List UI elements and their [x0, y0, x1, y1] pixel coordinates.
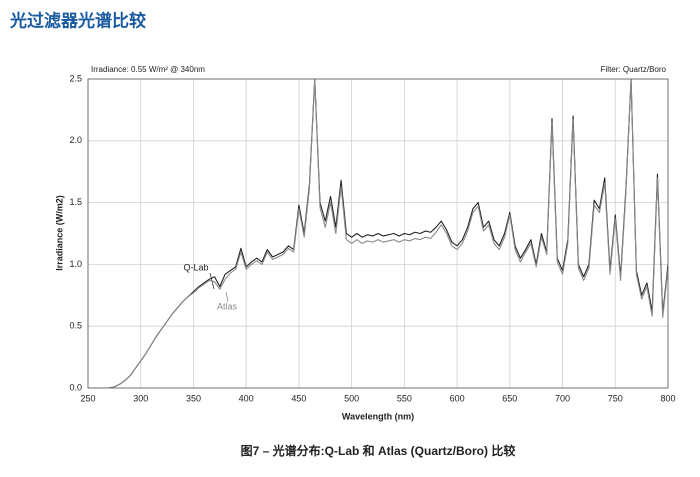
page-title: 光过滤器光谱比较 — [9, 10, 146, 30]
x-tick-label: 700 — [555, 393, 570, 403]
x-tick-label: 550 — [397, 393, 412, 403]
x-tick-label: 650 — [502, 393, 517, 403]
x-tick-label: 450 — [291, 393, 306, 403]
x-tick-label: 800 — [660, 393, 675, 403]
annotation: Irradiance: 0.55 W/m² @ 340nm — [91, 65, 205, 74]
x-tick-label: 250 — [80, 393, 95, 403]
x-tick-label: 600 — [450, 393, 465, 403]
y-tick-label: 2.5 — [69, 73, 82, 83]
series-label: Q-Lab — [183, 262, 208, 272]
y-tick-label: 1.5 — [69, 197, 82, 207]
y-tick-label: 1.0 — [69, 259, 82, 269]
plot-frame — [87, 78, 669, 389]
x-tick-label: 350 — [186, 393, 201, 403]
series-line — [88, 79, 668, 388]
y-tick-label: 0.0 — [69, 382, 82, 392]
annotation: Filter: Quartz/Boro — [601, 65, 667, 74]
x-tick-label: 400 — [239, 393, 254, 403]
x-tick-label: 500 — [344, 393, 359, 403]
label-leader — [225, 291, 229, 303]
x-axis-label: Wavelength (nm) — [342, 411, 414, 421]
caption: 图7 – 光谱分布:Q-Lab 和 Atlas (Quartz/Boro) 比较 — [241, 443, 516, 458]
y-axis-label: Irradiance (W/m2) — [54, 195, 64, 271]
x-tick-label: 750 — [608, 393, 623, 403]
plot-lines — [88, 79, 668, 388]
x-tick-label: 300 — [133, 393, 148, 403]
y-tick-label: 0.5 — [69, 321, 82, 331]
series-line — [88, 79, 668, 388]
y-tick-label: 2.0 — [69, 135, 82, 145]
series-label: Atlas — [217, 301, 238, 311]
